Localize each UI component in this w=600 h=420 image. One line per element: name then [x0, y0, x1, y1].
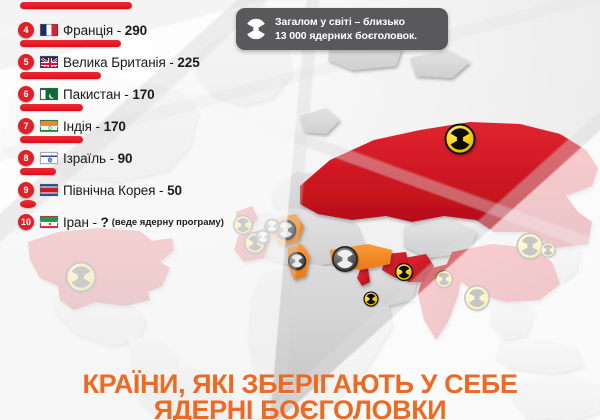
- rank-badge: 10: [18, 214, 34, 230]
- radiation-marker-china: [516, 232, 544, 260]
- warhead-count: 225: [177, 54, 200, 70]
- value-separator: -: [91, 118, 104, 134]
- flag-icon-uk: [40, 56, 58, 68]
- radiation-icon: [247, 18, 265, 40]
- warhead-count: ?: [100, 214, 109, 230]
- country-note: (веде ядерну програму): [111, 216, 224, 228]
- rank-badge: 7: [18, 118, 34, 134]
- value-bar: [20, 2, 132, 9]
- country-name: Франція: [63, 22, 114, 38]
- flag-icon-il: [40, 152, 58, 164]
- warhead-count: 170: [132, 86, 155, 102]
- flag-icon-in: [40, 120, 58, 132]
- country-name: Велика Британія: [63, 54, 166, 70]
- page-title-line-2: ЯДЕРНІ БОЄГОЛОВКИ: [153, 395, 447, 420]
- radiation-marker-turkey: [332, 246, 358, 272]
- rank-badge: 8: [18, 150, 34, 166]
- radiation-marker-iran: [363, 291, 379, 307]
- country-label: Пакистан - 170: [63, 87, 155, 102]
- value-bar: [20, 40, 121, 47]
- radiation-marker-russia: [444, 123, 476, 155]
- warhead-count: 170: [103, 118, 126, 134]
- warhead-count: 50: [167, 182, 182, 198]
- page-title: КРАЇНИ, ЯКІ ЗБЕРІГАЮТЬ У СЕБЕ ЯДЕРНІ БОЄ…: [0, 368, 600, 420]
- flag-icon-ir: [40, 216, 58, 228]
- radiation-marker-germany: [275, 219, 297, 241]
- value-separator: -: [120, 86, 133, 102]
- list-item: 10 Іран - ? (веде ядерну програму): [18, 212, 274, 244]
- radiation-marker-north-korea: [540, 242, 556, 258]
- global-total-line-2: 13 000 ядерних боєголовок.: [275, 30, 417, 42]
- value-bar: [20, 136, 83, 143]
- country-label: Індія - 170: [63, 119, 126, 134]
- flag-icon-pk: [40, 88, 58, 100]
- value-bar: [20, 72, 101, 79]
- list-item: 9 Північна Корея - 50: [18, 180, 274, 212]
- country-name: Північна Корея: [63, 182, 156, 198]
- country-name: Індія: [63, 118, 92, 134]
- value-separator: -: [105, 150, 118, 166]
- country-name: Ізраїль: [63, 150, 106, 166]
- value-separator: -: [88, 214, 101, 230]
- warhead-count: 290: [124, 22, 148, 38]
- country-name: Іран: [63, 214, 89, 230]
- value-bar: [20, 104, 83, 111]
- global-total-callout: Загалом у світі – близько 13 000 ядерних…: [236, 8, 448, 50]
- radiation-marker-usa: [65, 261, 97, 293]
- country-label: Північна Корея - 50: [63, 183, 182, 198]
- value-bar: [20, 168, 56, 175]
- flag-icon-fr: [40, 24, 58, 36]
- country-label: Франція - 290: [63, 23, 147, 38]
- country-label: Іран - ?: [63, 215, 109, 230]
- list-item: 5 Велика Британія - 225: [18, 52, 274, 84]
- country-label: Велика Британія - 225: [63, 55, 200, 70]
- rank-badge: 6: [18, 86, 34, 102]
- list-item: 6 Пакистан - 170: [18, 84, 274, 116]
- country-name: Пакистан: [63, 86, 121, 102]
- value-bar: [20, 200, 36, 208]
- value-separator: -: [165, 54, 178, 70]
- list-item: 7 Індія - 170: [18, 116, 274, 148]
- radiation-marker-pakistan: [435, 270, 453, 288]
- warhead-count: 90: [117, 150, 133, 166]
- radiation-marker-israel: [395, 263, 413, 281]
- global-total-line-1: Загалом у світі – близько: [275, 15, 405, 28]
- page-title-line-1: КРАЇНИ, ЯКІ ЗБЕРІГАЮТЬ У СЕБЕ: [82, 368, 518, 399]
- region-arctic-islands-2: [410, 50, 470, 78]
- flag-icon-kp: [40, 184, 58, 196]
- radiation-marker-italy: [288, 252, 306, 270]
- radiation-marker-india: [464, 285, 490, 311]
- list-item: 8 Ізраїль - 90: [18, 148, 274, 180]
- rank-badge: 9: [18, 182, 34, 198]
- country-label: Ізраїль - 90: [63, 150, 133, 166]
- region-southeast-asia: [490, 296, 534, 340]
- value-separator: -: [155, 182, 168, 198]
- rank-badge: 5: [18, 54, 34, 70]
- region-svalbard: [300, 108, 340, 134]
- value-separator: -: [113, 22, 125, 38]
- rank-badge: 4: [18, 22, 34, 38]
